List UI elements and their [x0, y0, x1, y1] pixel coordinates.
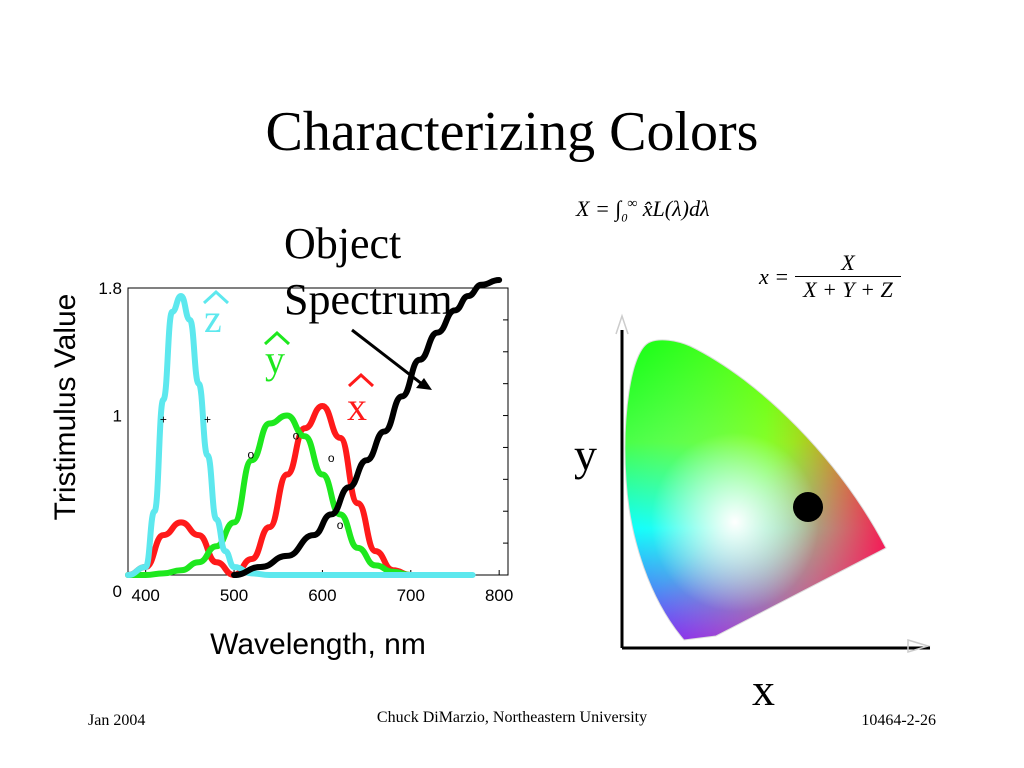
y-hat-label: y	[265, 337, 285, 382]
curve-marker: o	[328, 451, 335, 465]
object-word: Object	[284, 219, 402, 268]
y-tick-label: 0	[113, 582, 122, 601]
y-tick-label: 1.8	[98, 279, 122, 298]
curve-marker: o	[247, 448, 254, 462]
chromaticity-diagram: y x	[574, 313, 931, 715]
slide-title: Characterizing Colors	[265, 101, 759, 163]
color-point-marker	[793, 492, 823, 522]
object-spectrum-label: Object Spectrum	[284, 216, 453, 328]
z-hat-caret	[202, 289, 230, 305]
object-spectrum-arrow	[351, 328, 432, 390]
integral-formula: X = ∫0∞ x̂L(λ)dλ	[576, 196, 710, 225]
chromaticity-formula: x = X X + Y + Z	[758, 250, 901, 303]
x-hat-caret	[347, 372, 375, 388]
plot-markers: + + o o o o	[160, 413, 344, 532]
plot-tick-labels: 400 500 600 700 800 0 1 1.8	[98, 279, 513, 605]
x-tick-label: 400	[131, 586, 159, 605]
chromaticity-x-arrow	[907, 638, 931, 654]
chromaticity-y-label: y	[574, 429, 597, 480]
x-tick-label: 500	[220, 586, 248, 605]
chart-x-axis-label: Wavelength, nm	[210, 628, 426, 661]
footer-author: Chuck DiMarzio, Northeastern University	[377, 709, 647, 726]
plot-series	[125, 277, 503, 579]
x-tick-label: 700	[397, 586, 425, 605]
curve-marker: o	[293, 428, 300, 442]
series-line-1	[125, 412, 414, 578]
curve-marker: +	[160, 413, 167, 427]
spectrum-word: Spectrum	[284, 275, 453, 324]
y-hat-caret	[263, 330, 291, 346]
series-line-2	[125, 292, 476, 579]
curve-marker: +	[204, 413, 211, 427]
series-labels: z y x	[202, 289, 375, 429]
x-hat-label: x	[347, 384, 367, 429]
series-line-3	[231, 277, 503, 578]
footer-date: Jan 2004	[88, 712, 145, 729]
z-hat-label: z	[204, 296, 222, 341]
chromaticity-x-label: x	[752, 664, 775, 715]
x-tick-label: 800	[485, 586, 513, 605]
x-tick-label: 600	[308, 586, 336, 605]
series-line-0	[125, 402, 414, 578]
footer-slide-number: 10464-2-26	[861, 712, 936, 729]
chromaticity-y-arrow	[615, 313, 629, 335]
curve-marker: o	[337, 518, 344, 532]
spectrum-plot: + + o o o o 400 500 600 700 800 0 1 1.8	[98, 277, 513, 605]
y-tick-label: 1	[113, 407, 122, 426]
